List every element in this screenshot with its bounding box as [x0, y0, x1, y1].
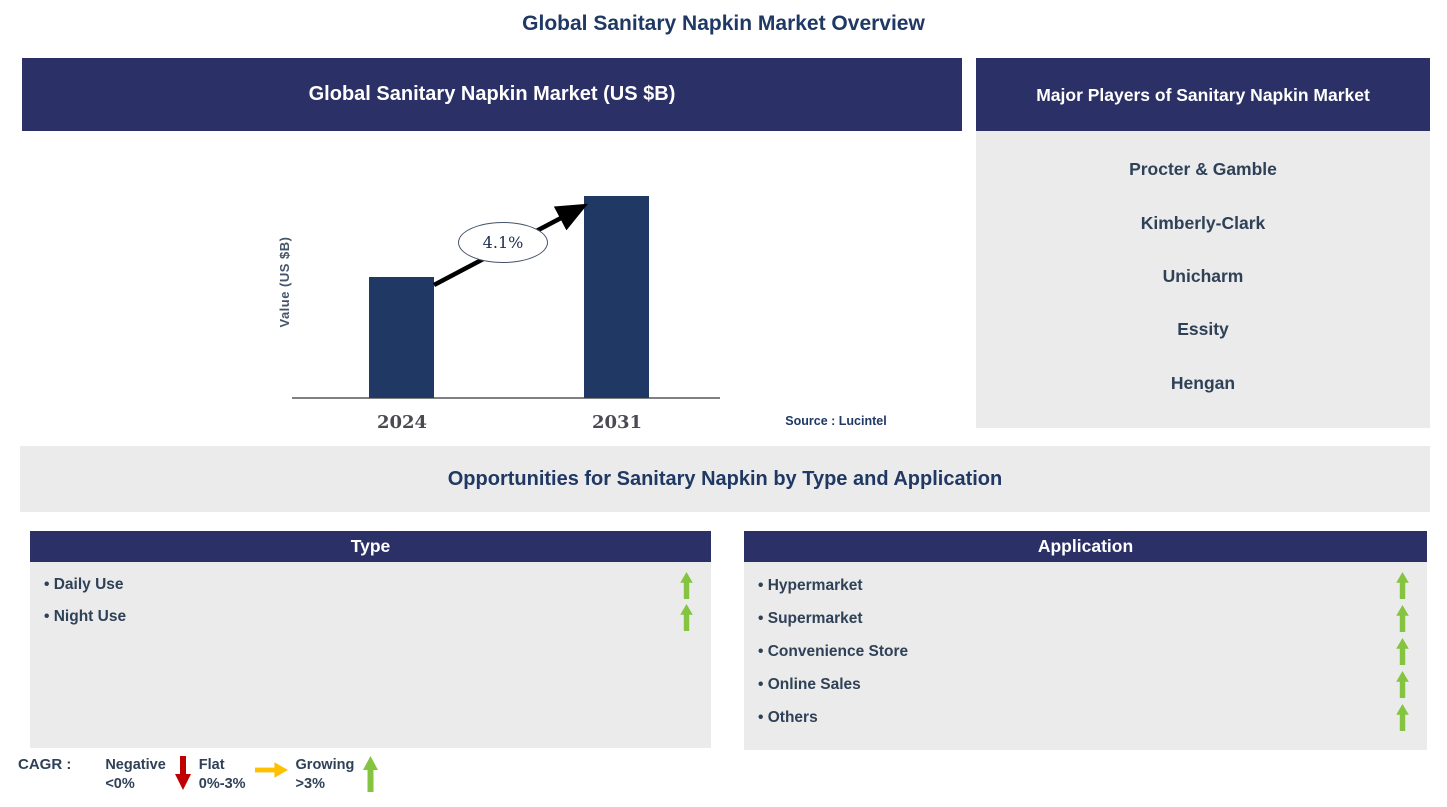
growing-up-arrow-icon [1396, 671, 1409, 698]
type-panel: Type Daily Use Night Use [30, 531, 711, 748]
legend-growing-name: Growing [295, 757, 355, 773]
source-note: Source : Lucintel [785, 414, 887, 428]
player-name: Essity [1177, 319, 1229, 340]
cagr-legend: CAGR : Negative <0% Flat 0%-3% Growing >… [18, 756, 386, 794]
type-row: Night Use [30, 601, 711, 633]
type-label: Daily Use [44, 576, 124, 594]
legend-negative-name: Negative [105, 757, 166, 773]
application-label: Supermarket [758, 610, 863, 628]
bar-2031 [584, 196, 649, 398]
player-name: Hengan [1170, 372, 1236, 393]
application-row: Convenience Store [744, 635, 1427, 668]
growing-up-arrow-icon [1396, 605, 1409, 632]
growing-up-arrow-icon [680, 603, 693, 631]
application-panel: Application Hypermarket Supermarket [744, 531, 1427, 750]
opportunities-title: Opportunities for Sanitary Napkin by Typ… [447, 467, 1003, 490]
chart-panel-header: Global Sanitary Napkin Market (US $B) [22, 58, 962, 131]
bar-chart: Value (US $B) 4.1% 2024 2031 Source : Lu… [22, 131, 962, 441]
application-label: Convenience Store [758, 643, 908, 661]
application-items: Hypermarket Supermarket Convenience Stor… [744, 562, 1427, 750]
legend-flat-range: 0%-3% [198, 776, 246, 792]
legend-growing-range: >3% [295, 776, 325, 792]
x-tick-2031: 2031 [591, 412, 643, 433]
legend-flat-name: Flat [198, 757, 225, 773]
growing-up-arrow-icon [363, 756, 379, 792]
cagr-callout: 4.1% [458, 222, 548, 263]
growing-up-arrow-icon [680, 571, 693, 599]
application-panel-header: Application [744, 531, 1427, 562]
growth-arrow-icon [432, 203, 588, 287]
opportunities-band: Opportunities for Sanitary Napkin by Typ… [20, 446, 1430, 512]
application-row: Others [744, 701, 1427, 734]
players-list: Procter & Gamble Kimberly-Clark Unicharm… [976, 131, 1430, 428]
application-label: Hypermarket [758, 577, 863, 595]
player-name: Kimberly-Clark [1140, 212, 1266, 233]
x-axis-line [292, 397, 720, 399]
negative-down-arrow-icon [174, 756, 191, 790]
application-label: Online Sales [758, 676, 861, 694]
legend-entry-negative: Negative <0% [105, 756, 198, 794]
legend-entry-growing: Growing >3% [296, 756, 387, 794]
application-label: Others [758, 709, 818, 727]
growing-up-arrow-icon [1396, 638, 1409, 665]
bar-2024 [369, 277, 434, 398]
legend-negative-range: <0% [105, 776, 135, 792]
cagr-legend-label: CAGR : [18, 756, 72, 773]
type-label: Night Use [44, 608, 126, 626]
growing-up-arrow-icon [1396, 704, 1409, 731]
players-panel-header: Major Players of Sanitary Napkin Market [976, 58, 1430, 131]
application-row: Supermarket [744, 602, 1427, 635]
x-tick-2024: 2024 [376, 412, 428, 433]
type-panel-header: Type [30, 531, 711, 562]
legend-entry-flat: Flat 0%-3% [199, 756, 296, 794]
type-items: Daily Use Night Use [30, 562, 711, 748]
application-row: Hypermarket [744, 569, 1427, 602]
type-row: Daily Use [30, 569, 711, 601]
growing-up-arrow-icon [1396, 572, 1409, 599]
application-row: Online Sales [744, 668, 1427, 701]
cagr-value: 4.1% [482, 233, 524, 252]
player-name: Procter & Gamble [1129, 159, 1277, 180]
page-title: Global Sanitary Napkin Market Overview [522, 12, 925, 35]
player-name: Unicharm [1162, 265, 1244, 286]
flat-right-arrow-icon [254, 762, 288, 778]
